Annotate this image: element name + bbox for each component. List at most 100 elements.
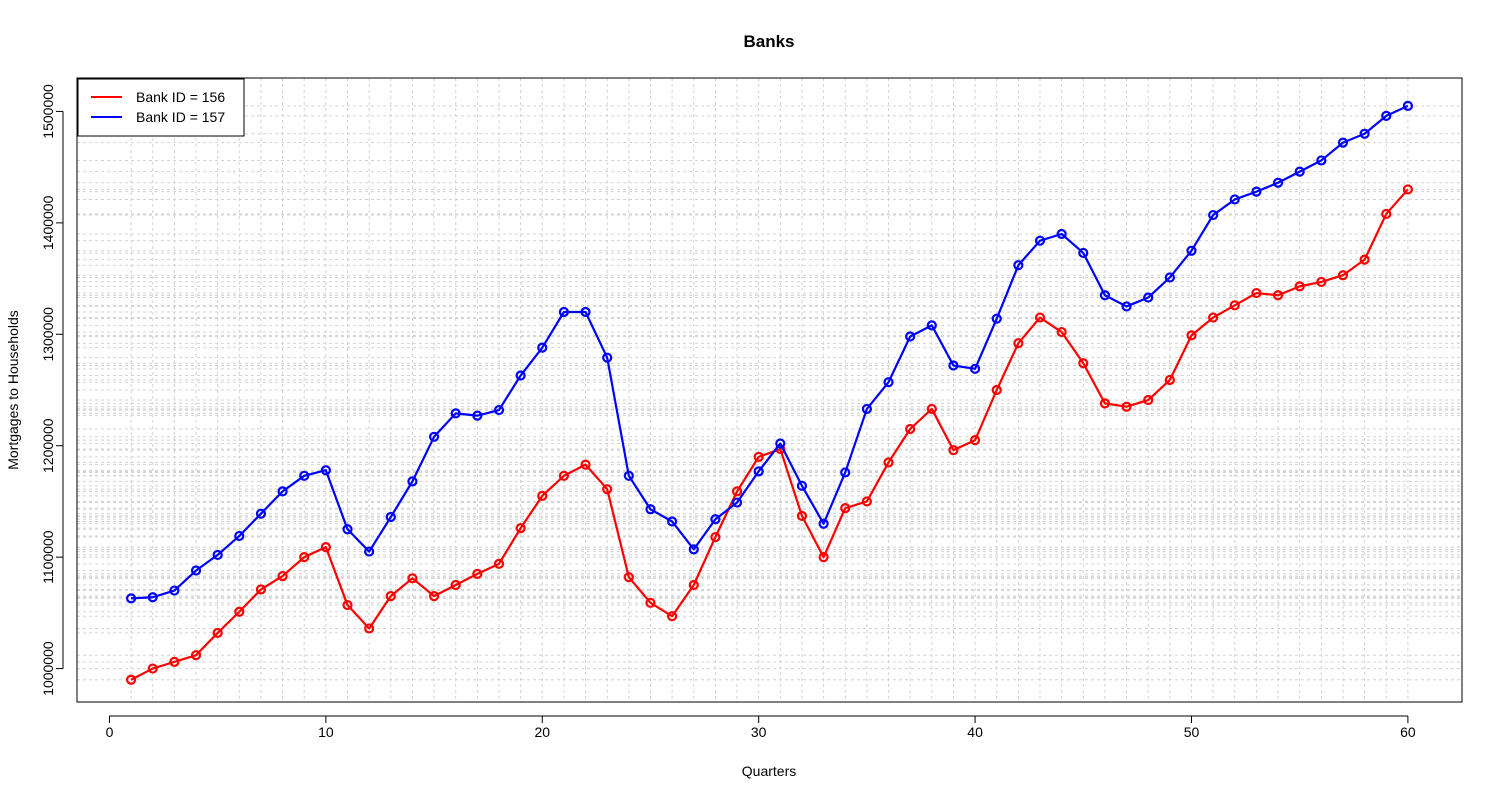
series-1-point [450,408,461,419]
series-1-point [1013,260,1024,271]
series-1-point [796,480,808,491]
series-1-point [1078,247,1089,259]
series-0-point [840,503,851,514]
plot-frame [76,77,1463,703]
series-1-point [342,524,353,535]
series-1-point [883,377,894,388]
series-0-point [385,591,396,602]
series-1-point [861,403,872,415]
x-tick-label: 60 [1400,724,1416,740]
series-0-point [926,403,937,415]
series-1-point [558,306,570,318]
series-0-point [515,523,526,534]
axes: 0 10 20 30 40 50 60 1000000 1100000 1200000 130000… [40,84,1416,740]
series-0-point [991,384,1002,396]
series-1-point [515,370,526,381]
series-0-point [1294,281,1305,292]
series-0-point [969,435,981,446]
series-0-point [1034,312,1046,323]
series-0-point [428,591,440,602]
series-1-point [1186,245,1197,256]
x-tick-label: 0 [106,724,114,740]
series-1-point [580,306,591,318]
series-0-point [688,579,699,591]
series-0-point [320,542,331,553]
series-1-point [1381,110,1392,121]
series-0-point [602,484,613,495]
series-1-point [472,410,483,421]
series-0-point [537,490,548,501]
series-0-point [212,627,223,639]
series-0-point [1121,401,1132,412]
series-1-point [385,511,396,523]
series-layer [126,100,1413,685]
series-1-point [840,467,851,478]
x-tick-label: 20 [534,724,550,740]
series-1-point [688,544,699,555]
series-0-point [190,650,202,661]
legend: Bank ID = 156 Bank ID = 157 [77,78,245,137]
series-1-point [645,504,656,515]
series-1-point [1143,292,1154,303]
series-1-point [1099,290,1111,301]
series-1-point [1402,100,1413,111]
series-1-point [623,470,634,481]
series-0-point [277,570,288,582]
series-0-point [1229,300,1240,311]
y-tick-label: 1400000 [40,195,56,250]
series-1-point [1251,186,1262,197]
series-1-point [991,313,1002,324]
series-0-point [1316,276,1327,288]
y-tick-label: 1000000 [40,641,56,696]
series-0-point [861,496,872,507]
series-0-point [1337,270,1349,281]
series-1-point [948,360,959,371]
series-0-point [667,611,678,622]
series-1-point [905,331,916,342]
series-1-point [1164,272,1175,283]
series-0-point [1164,374,1175,386]
series-1-point [753,466,764,477]
series-1-point [710,514,721,525]
x-tick-label: 10 [318,724,334,740]
series-1-point [1121,301,1132,312]
legend-box [77,78,245,137]
series-1-point [493,404,505,416]
series-0-point [1143,394,1154,406]
series-0-point [255,584,267,595]
series-1-point [1337,137,1349,148]
series-1-point [147,592,158,603]
series-line-0 [130,188,1409,681]
series-1-point [299,470,310,481]
series-0-point [580,459,591,470]
series-0-point [1251,287,1262,299]
series-0-point [342,599,353,611]
series-0-point [731,486,743,497]
series-0-point [299,552,310,563]
series-1-point [277,486,288,497]
grid [77,78,1462,702]
series-1-point [775,438,786,449]
series-1-point [1294,166,1305,177]
series-0-point [234,606,245,617]
series-0-point [407,573,418,584]
series-0-point [493,558,505,569]
x-tick-label: 50 [1184,724,1200,740]
series-1-point [255,508,267,519]
series-1-point [1359,128,1370,139]
series-1-point [1034,235,1046,246]
series-0-point [818,552,829,563]
series-1-point [169,585,180,596]
series-0-point [1381,208,1392,220]
series-0-point [710,531,721,543]
series-0-point [1359,254,1370,265]
series-0-point [1099,398,1111,409]
y-tick-label: 1100000 [40,530,56,584]
series-1-point [1316,155,1327,166]
y-axis-label: Mortgages to Households [5,310,21,470]
series-1-point [731,497,743,508]
series-0-point [364,623,375,634]
legend-label-bank-157: Bank ID = 157 [136,109,225,125]
y-tick-label: 1500000 [40,84,56,139]
